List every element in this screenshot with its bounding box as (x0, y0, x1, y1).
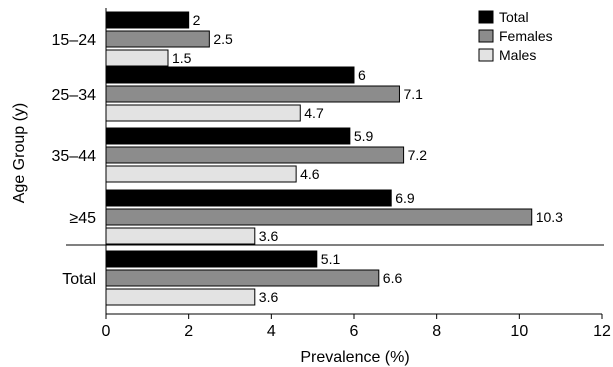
data-labels-layer: 2 2.5 1.5 6 7.1 4.7 5.9 7.2 4.6 6.9 10.3 3.6 5.1 6.6 3… (172, 12, 563, 305)
bar-females-3 (105, 208, 533, 226)
legend-swatch-females (478, 29, 494, 43)
data-label: 6 (358, 67, 366, 83)
bar-total-4 (105, 250, 318, 268)
x-tick-label: 0 (102, 323, 111, 340)
bar-females-4 (105, 269, 380, 287)
legend-swatch-total (478, 10, 494, 24)
data-label: 6.6 (383, 270, 403, 286)
data-label: 2.5 (213, 31, 233, 47)
axes-layer: 15–24 25–34 35–44 ≥45 Total 0 2 4 6 8 10 12 (52, 8, 611, 340)
data-label: 4.7 (304, 105, 324, 121)
data-label: 3.6 (259, 289, 279, 305)
x-tick-label: 10 (510, 323, 528, 340)
bar-males-0 (105, 49, 169, 67)
x-tick-label: 12 (593, 323, 611, 340)
bar-females-2 (105, 146, 405, 164)
bar-total-1 (105, 66, 355, 84)
legend-swatch-males (478, 48, 494, 62)
data-label: 5.9 (354, 128, 374, 144)
category-label: 25–34 (52, 87, 97, 104)
data-label: 1.5 (172, 50, 192, 66)
data-label: 7.1 (403, 86, 423, 102)
data-label: 3.6 (259, 228, 279, 244)
data-label: 5.1 (321, 251, 341, 267)
data-label: 7.2 (408, 147, 428, 163)
bar-males-2 (105, 165, 297, 183)
bar-males-4 (105, 288, 256, 306)
x-tick-label: 2 (184, 323, 193, 340)
data-label: 6.9 (395, 190, 415, 206)
bar-total-3 (105, 189, 392, 207)
data-label: 4.6 (300, 166, 320, 182)
data-label: 2 (193, 12, 201, 28)
legend: Total Females Males (478, 9, 553, 63)
x-tick-label: 8 (432, 323, 441, 340)
legend-label-males: Males (499, 47, 536, 63)
category-label: ≥45 (69, 210, 96, 227)
bars-layer (105, 11, 533, 306)
category-label: 35–44 (52, 148, 97, 165)
bar-total-2 (105, 127, 351, 145)
data-label: 10.3 (536, 209, 563, 225)
category-label: 15–24 (52, 32, 97, 49)
category-label: Total (62, 271, 96, 288)
legend-label-total: Total (499, 9, 529, 25)
bar-females-1 (105, 85, 400, 103)
x-axis-title: Prevalence (%) (300, 349, 409, 366)
x-tick-label: 6 (350, 323, 359, 340)
bar-females-0 (105, 30, 210, 48)
x-tick-label: 4 (267, 323, 276, 340)
bar-total-0 (105, 11, 190, 29)
legend-label-females: Females (499, 28, 553, 44)
bar-males-3 (105, 227, 256, 245)
y-axis-title: Age Group (y) (11, 103, 28, 203)
bar-males-1 (105, 104, 301, 122)
